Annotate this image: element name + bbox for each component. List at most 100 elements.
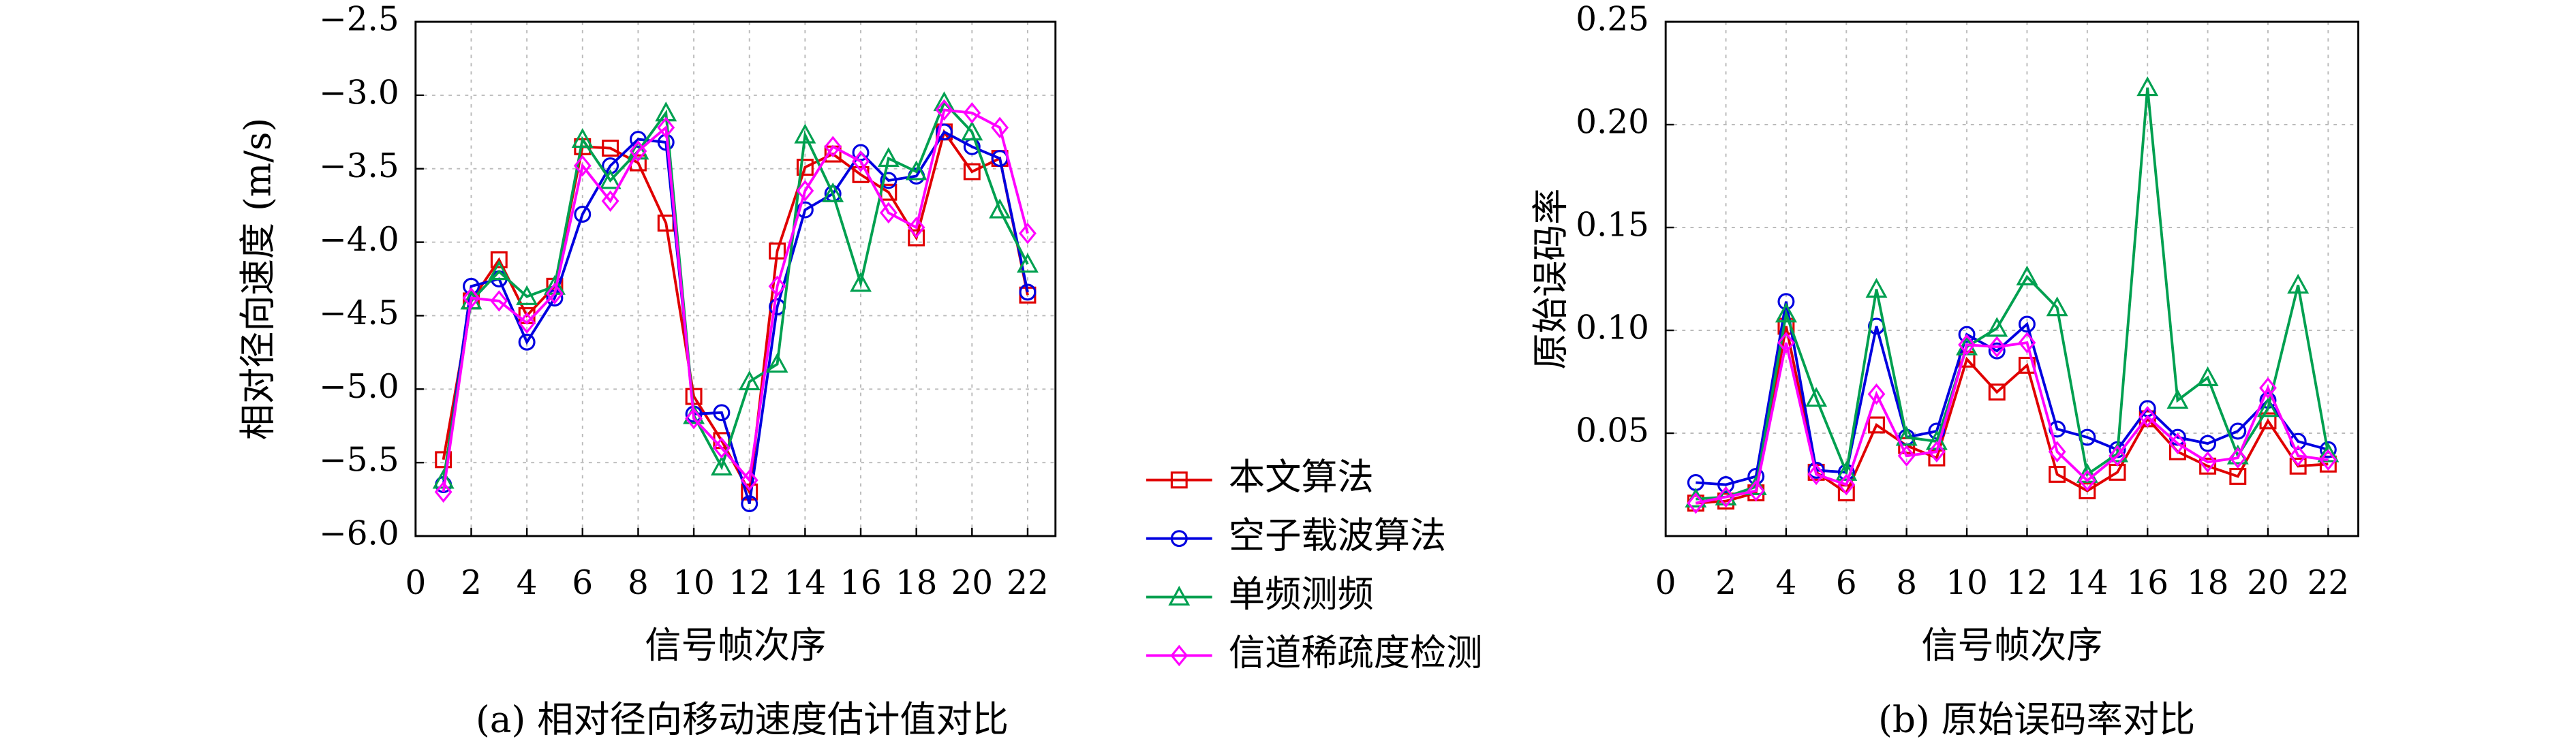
series-line	[442, 129, 1029, 497]
marker-diamond	[629, 140, 647, 162]
marker-square	[1868, 416, 1885, 434]
marker-triangle	[1775, 302, 1797, 323]
marker-diamond	[1777, 332, 1795, 354]
plot-frame	[414, 20, 1057, 537]
x-tick-label: 16	[840, 564, 882, 602]
marker-diamond	[2109, 445, 2126, 467]
marker-diamond	[852, 151, 870, 172]
marker-triangle	[877, 147, 900, 168]
marker-diamond	[907, 217, 925, 238]
marker-triangle	[488, 260, 510, 281]
marker-square	[435, 451, 453, 469]
x-tick-label: 20	[951, 564, 994, 602]
y-tick-label: −3.5	[319, 147, 399, 185]
marker-circle	[936, 123, 953, 141]
marker-circle	[1988, 342, 2006, 360]
marker-triangle	[2046, 296, 2068, 317]
marker-diamond	[768, 275, 786, 298]
marker-square	[1170, 471, 1188, 489]
legend-label: 信道稀疏度检测	[1229, 631, 1483, 674]
marker-triangle	[850, 272, 872, 292]
x-tick-label: 8	[1896, 564, 1917, 602]
caption: (b) 原始误码率对比	[1878, 698, 2195, 740]
marker-diamond	[1897, 445, 1916, 467]
marker-triangle	[766, 353, 788, 373]
marker-square	[908, 229, 925, 247]
marker-square	[963, 163, 981, 180]
marker-diamond	[1717, 486, 1735, 508]
x-tick-label: 4	[1776, 564, 1797, 602]
marker-diamond	[685, 407, 703, 430]
y-tick-label: −5.5	[319, 441, 399, 480]
marker-circle	[1807, 461, 1825, 479]
marker-diamond	[2228, 447, 2247, 469]
x-tick-label: 2	[1715, 564, 1736, 602]
marker-diamond	[2319, 449, 2337, 471]
marker-circle	[1958, 326, 1976, 343]
y-tick-label: 0.10	[1576, 309, 1649, 347]
marker-circle	[2199, 435, 2217, 452]
marker-triangle	[710, 456, 733, 476]
marker-square	[769, 242, 786, 260]
marker-triangle	[794, 123, 816, 144]
x-tick-label: 16	[2126, 564, 2168, 602]
marker-square	[602, 140, 619, 157]
marker-diamond	[546, 283, 564, 304]
series-line	[1696, 326, 2329, 505]
marker-triangle	[1865, 278, 1888, 298]
series-line	[1696, 301, 2329, 486]
marker-triangle	[2016, 265, 2038, 285]
series-line	[442, 100, 1029, 481]
marker-square	[2079, 482, 2096, 500]
marker-diamond	[2259, 377, 2277, 399]
marker-diamond	[1747, 480, 1765, 502]
marker-diamond	[1927, 441, 1946, 462]
marker-diamond	[1807, 463, 1826, 486]
marker-square	[490, 251, 508, 268]
x-tick-label: 18	[2187, 564, 2229, 602]
y-tick-label: 0.20	[1576, 104, 1649, 142]
marker-circle	[1777, 293, 1795, 311]
marker-diamond	[2168, 433, 2187, 454]
x-tick-label: 6	[572, 564, 593, 602]
marker-circle	[2019, 315, 2036, 333]
x-tick-label: 14	[2066, 564, 2109, 602]
marker-diamond	[712, 437, 731, 459]
marker-triangle	[1016, 253, 1039, 273]
y-tick-label: −6.0	[319, 515, 399, 553]
marker-triangle	[961, 121, 983, 141]
marker-diamond	[2138, 406, 2157, 428]
x-tick-label: 0	[1655, 564, 1676, 602]
marker-diamond	[434, 481, 453, 503]
y-tick-label: 0.25	[1576, 0, 1649, 38]
marker-triangle	[2196, 366, 2219, 386]
marker-diamond	[1837, 473, 1856, 496]
legend-label: 单频测频	[1229, 574, 1374, 616]
marker-triangle	[655, 101, 677, 122]
marker-circle	[2319, 441, 2337, 458]
marker-circle	[574, 206, 592, 223]
series-line	[442, 108, 1029, 492]
y-axis-label: 原始误码率	[1530, 188, 1572, 369]
marker-diamond	[490, 290, 508, 312]
x-tick-label: 22	[2307, 564, 2350, 602]
legend-label: 本文算法	[1229, 456, 1374, 499]
marker-diamond	[657, 116, 675, 139]
marker-diamond	[935, 99, 953, 121]
marker-square	[796, 159, 814, 176]
marker-triangle	[599, 169, 622, 189]
marker-circle	[713, 404, 731, 422]
marker-circle	[1717, 476, 1735, 493]
x-tick-label: 12	[2006, 564, 2049, 602]
marker-diamond	[991, 116, 1009, 139]
marker-triangle	[2317, 442, 2340, 462]
marker-diamond	[796, 180, 814, 202]
marker-diamond	[2289, 445, 2307, 467]
x-tick-label: 10	[1946, 564, 1988, 602]
y-axis-label: 相对径向速度 (m/s)	[236, 118, 279, 440]
x-tick-label: 12	[729, 564, 771, 602]
plot-frame	[1664, 20, 2360, 537]
marker-circle	[796, 201, 814, 219]
